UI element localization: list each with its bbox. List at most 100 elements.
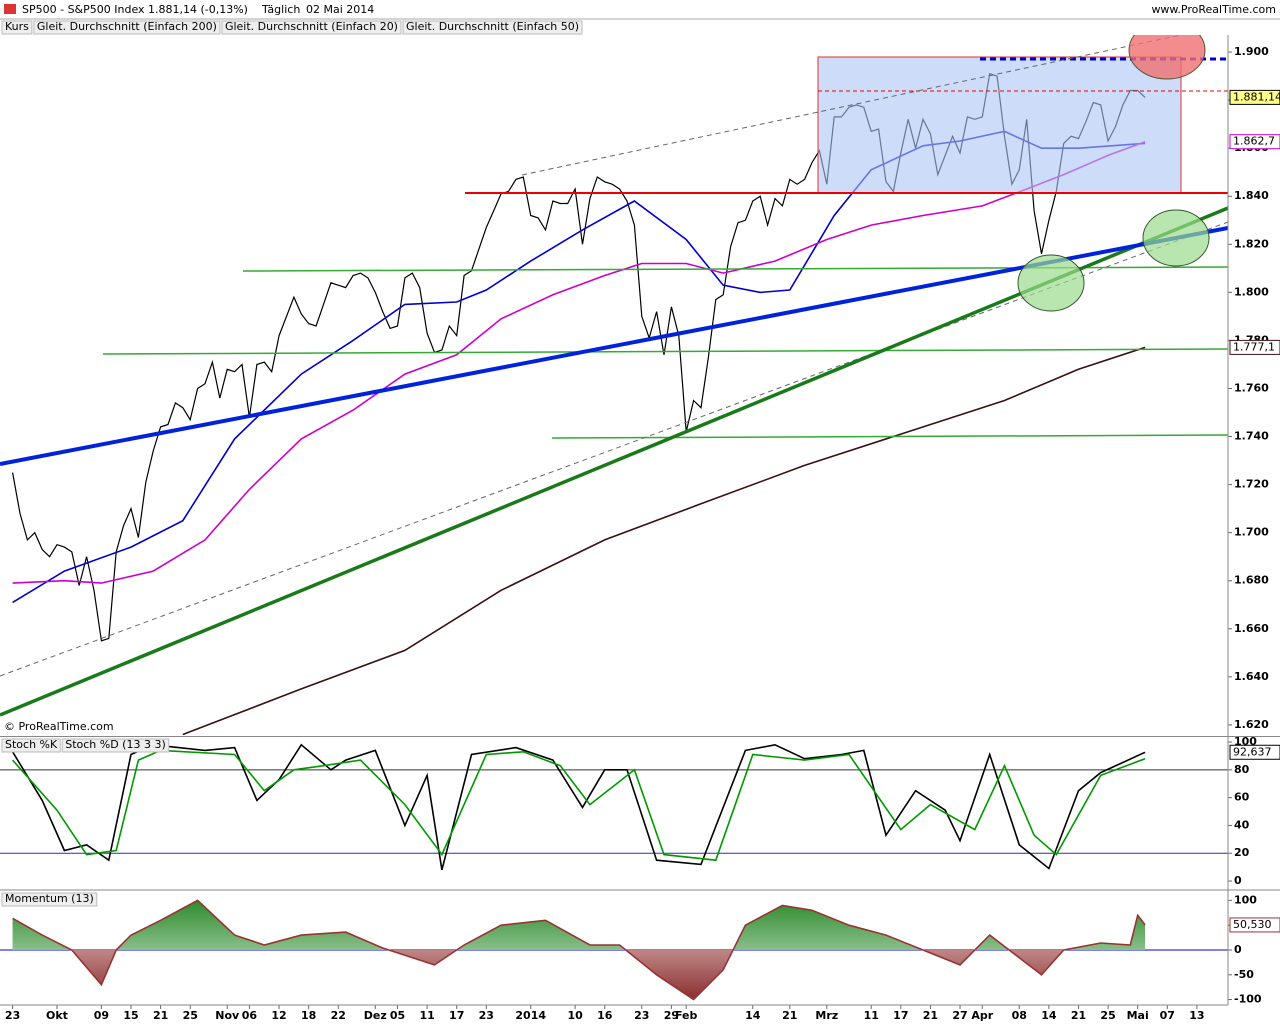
y-tick-label: 1.680 [1234,574,1269,587]
x-tick-label: Dez [364,1009,387,1022]
last-value-box [1229,134,1280,150]
plots: 23 Okt 09 15 21 25 Nov 06 12 18 22 Dez 05 11 17 23 2014 1… [0,20,1280,1022]
series-line [182,346,1146,735]
y-tick-label: 1.900 [1234,45,1269,58]
x-tick-label: 25 [1100,1009,1115,1022]
date: 02 Mai 2014 [306,3,374,16]
x-tick-label: 21 [153,1009,168,1022]
series-line [12,899,1146,1001]
x-tick-label: 11 [864,1009,879,1022]
y-tick-label: 80 [1234,763,1250,776]
legend-box [1,20,33,35]
period: Täglich [261,3,300,16]
x-tick-label: 11 [419,1009,434,1022]
legend-label: Gleit. Durchschnitt (Einfach 20) [225,20,398,33]
y-tick-label: 1.720 [1234,478,1269,491]
x-tick-label: 18 [301,1009,316,1022]
y-tick-label: 1.620 [1234,718,1269,731]
y-tick-label: 1.700 [1234,526,1269,539]
x-tick-label: 23 [5,1009,20,1022]
x-tick-label: 21 [782,1009,797,1022]
x-tick-label: 25 [183,1009,198,1022]
y-tick-label: 1.640 [1234,670,1269,683]
y-tick-label: 1.800 [1234,285,1269,298]
level-line [102,348,1228,355]
legend-box [61,738,170,753]
y-tick-label: 1.660 [1234,622,1269,635]
y-tick-label: 1.840 [1234,189,1269,202]
last-value-label: 50,530 [1233,918,1272,931]
last-value-label: 92,637 [1233,745,1272,758]
x-tick-label: 27 [952,1009,967,1022]
y-tick-label: 1.740 [1234,430,1269,443]
series-line [11,743,1146,871]
y-tick-label: 0 [1234,943,1242,956]
legend-label: Kurs [5,20,29,33]
x-tick-label: 17 [893,1009,908,1022]
last-value-box [1229,89,1280,105]
x-tick-label: 08 [1012,1009,1027,1022]
x-tick-label: 23 [479,1009,494,1022]
y-tick-label: 0 [1234,874,1242,887]
x-tick-label: 17 [449,1009,464,1022]
legend-label: Gleit. Durchschnitt (Einfach 200) [37,20,217,33]
highlight-ellipse [1128,35,1206,80]
x-tick-label: 09 [94,1009,109,1022]
y-tick-label: -100 [1234,993,1262,1006]
legend-label: Gleit. Durchschnitt (Einfach 50) [406,20,579,33]
legend-box [1,892,98,907]
x-tick-label: 10 [567,1009,583,1022]
legend-box [1,738,61,753]
x-tick-label: 15 [123,1009,138,1022]
x-tick-label: 22 [331,1009,346,1022]
y-tick-label: 60 [1234,791,1250,804]
x-tick-label: 07 [1160,1009,1175,1022]
last-value-box [1229,744,1280,760]
legend-label: Stoch %K [5,738,58,751]
legend-box [402,20,583,35]
x-tick-label: 21 [1071,1009,1086,1022]
copyright: © ProRealTime.com [4,720,114,733]
x-tick-label: 14 [1041,1009,1057,1022]
x-tick-label: Nov [215,1009,240,1022]
y-tick-label: 100 [1234,893,1257,906]
y-tick-label: 1.760 [1234,381,1269,394]
annotations [0,35,1228,717]
legend-box [33,20,221,35]
x-tick-label: 12 [271,1009,286,1022]
highlight-ellipse [1142,209,1210,267]
last-value-label: 1.777,1 [1233,340,1275,353]
y-tick-label: 1.820 [1234,237,1269,250]
x-tick-label: 2014 [515,1009,546,1022]
x-tick-label: 16 [597,1009,613,1022]
quote: 1.881,14 (-0,13%) [148,3,248,16]
legend-box [221,20,402,35]
highlight-ellipse [1017,254,1085,312]
last-value-label: 1.862,7 [1233,135,1275,148]
channel-line [521,35,1184,176]
x-tick-label: Okt [46,1009,68,1022]
y-tick-label: -50 [1234,968,1254,981]
area-positive [12,900,1146,950]
legend-label: Momentum (13) [5,892,94,905]
header-icon [4,4,16,14]
x-tick-label: 29 [664,1009,679,1022]
last-value-box [1229,917,1280,933]
x-tick-label: Feb [675,1009,698,1022]
x-tick-label: 13 [1189,1009,1204,1022]
site: www.ProRealTime.com [1151,3,1276,16]
x-tick-label: Mrz [815,1009,838,1022]
instrument-title: SP500 - S&P500 Index [22,3,145,16]
x-tick-label: Mai [1127,1009,1149,1022]
y-tick-label: 20 [1234,846,1250,859]
x-tick-label: 23 [634,1009,649,1022]
x-tick-label: 14 [745,1009,761,1022]
pane [0,899,1228,1001]
last-value-label: 1.881,14 [1233,90,1280,103]
x-tick-label: 06 [242,1009,258,1022]
series-line [12,140,1146,584]
x-tick-label: Apr [971,1009,993,1022]
level-line [551,434,1228,439]
header-bar [0,0,1280,18]
